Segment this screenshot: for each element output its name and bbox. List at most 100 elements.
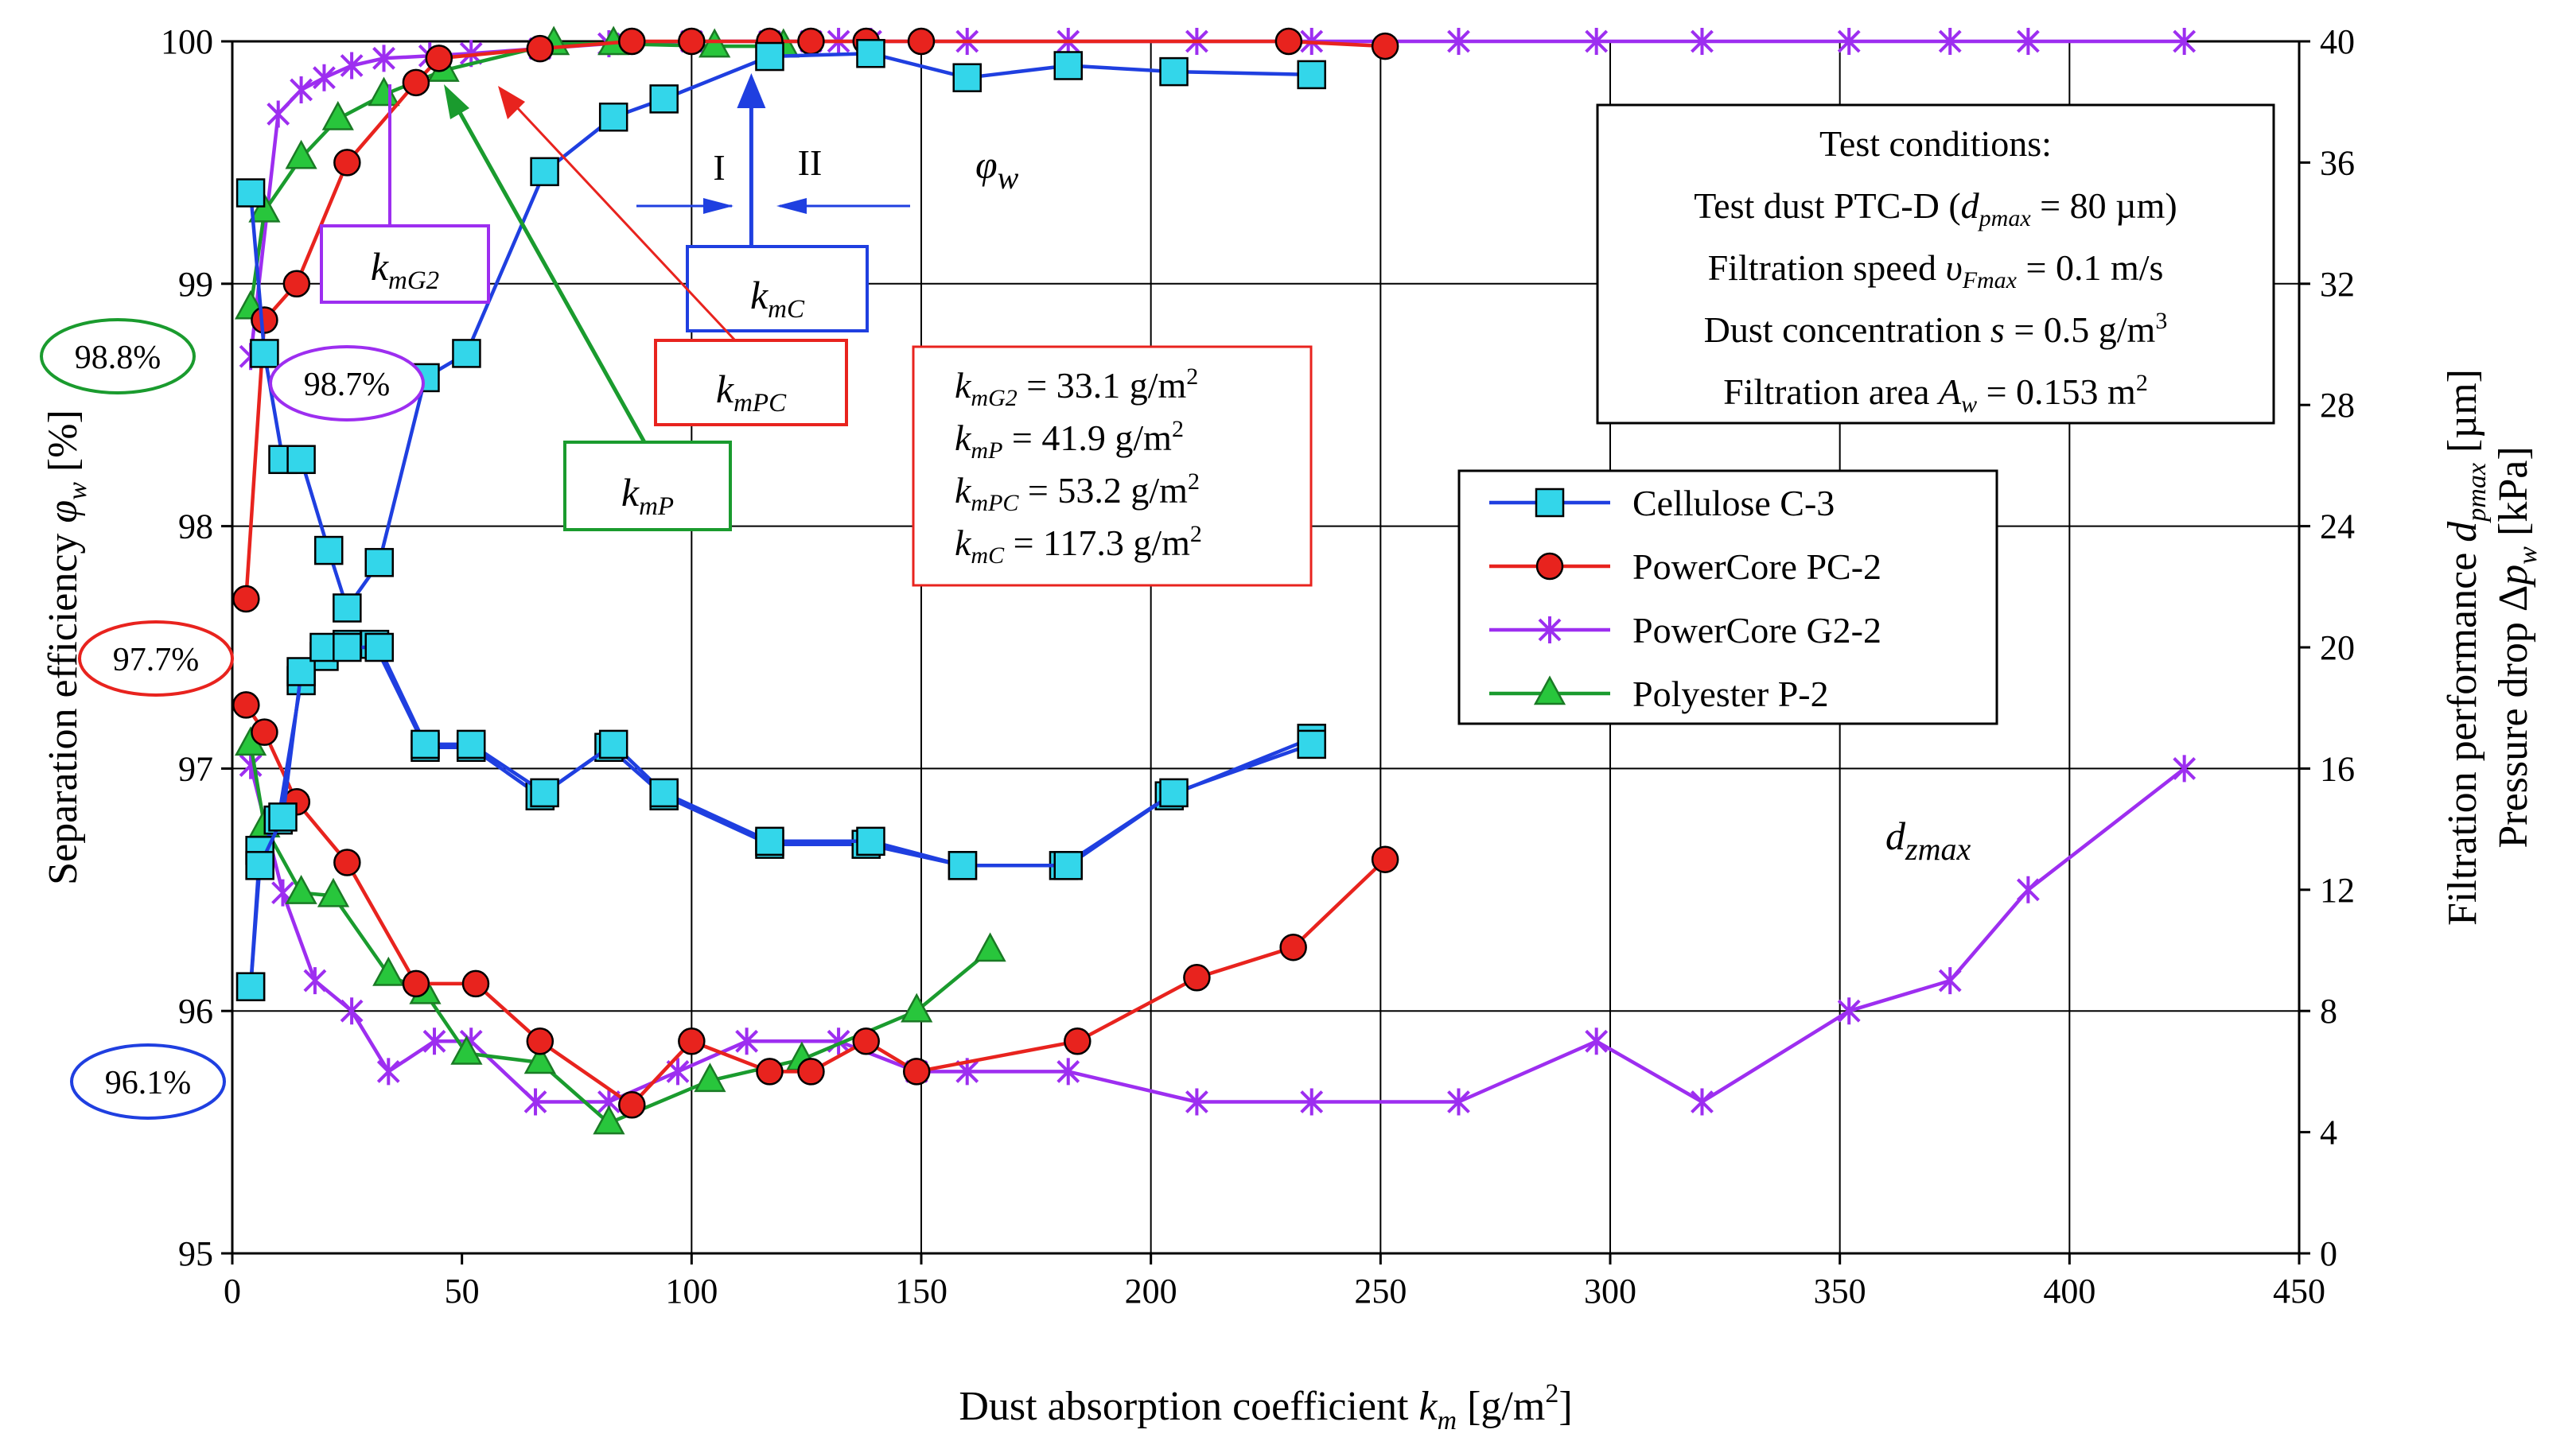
y-left-tick-label: 100 — [161, 22, 213, 61]
region-2-label: II — [798, 142, 823, 183]
data-point — [286, 445, 316, 475]
data-point — [1585, 28, 1609, 55]
data-point — [735, 1028, 759, 1055]
data-point — [526, 34, 555, 63]
y-left-tick-label: 97 — [178, 749, 213, 788]
y-right-axis-title-1-unit: [µm] — [2440, 369, 2485, 463]
data-point — [285, 874, 317, 904]
data-point — [411, 729, 440, 759]
y-right-axis-title-1: Filtration performance dpmax [µm] — [2440, 369, 2492, 926]
y-right-axis-title-1-var: d — [2440, 521, 2485, 542]
data-point — [303, 967, 327, 995]
y-right-axis-title-2-unit: [kPa] — [2491, 446, 2536, 546]
region-arrow-right-head — [776, 198, 807, 214]
legend-item: Polyester P-2 — [1489, 674, 1829, 714]
conditions-line2: Filtration speed υFmax = 0.1 m/s — [1708, 247, 2164, 293]
kmC-arrow-head — [737, 73, 766, 108]
data-point — [1837, 997, 1861, 1025]
phi-w-label-var: φ — [975, 142, 998, 187]
data-point — [290, 76, 313, 103]
data-point — [456, 729, 486, 759]
data-point — [313, 64, 336, 91]
phi-w-label-sub: w — [998, 160, 1019, 196]
data-point — [402, 969, 430, 998]
data-point — [333, 149, 361, 177]
y-right-tick-label: 32 — [2320, 265, 2355, 304]
series-2-pressure — [239, 752, 2197, 1116]
data-point — [250, 339, 279, 368]
pct-988-label: 98.8% — [75, 340, 161, 376]
data-point — [232, 691, 260, 719]
region-arrow-left-head — [703, 198, 733, 214]
data-point — [678, 1028, 706, 1055]
kmG2-label-sub: mG2 — [388, 266, 439, 295]
kmP-label-var: k — [621, 470, 640, 515]
conditions-line1-sub: pmax — [1978, 205, 2032, 231]
series-line — [248, 765, 2186, 1104]
data-point — [235, 178, 266, 208]
values-box-line: kmG2 = 33.1 g/m2 — [955, 363, 1198, 411]
pct-961-ellipse — [70, 1043, 226, 1120]
legend-marker — [1535, 488, 1565, 518]
data-point — [376, 1058, 400, 1086]
legend-marker — [1535, 552, 1564, 581]
data-point — [450, 1035, 483, 1065]
data-point — [248, 192, 281, 223]
y-left-axis-title-var: φ — [41, 500, 86, 523]
data-point — [593, 1105, 625, 1135]
x-axis-title-main: Dust absorption coefficient — [959, 1384, 1418, 1429]
data-point — [2173, 755, 2197, 783]
data-point — [235, 972, 266, 1001]
pct-987-ellipse — [269, 345, 425, 421]
y-right-axis-title-2-sub: w — [2513, 546, 2543, 565]
kmP-leader-head — [444, 84, 469, 119]
data-point — [901, 993, 933, 1023]
data-point — [856, 826, 885, 857]
values-box-line-post: = 117.3 g/m — [1004, 522, 1190, 563]
data-point — [618, 1091, 646, 1119]
x-axis-title-unit: [g/m — [1457, 1384, 1545, 1429]
data-point — [1279, 933, 1307, 961]
y-right-axis-title-2: Pressure drop Δpw [kPa] — [2491, 446, 2543, 848]
x-tick-label: 200 — [1125, 1272, 1177, 1311]
data-point — [902, 1058, 931, 1086]
data-point — [523, 1088, 547, 1116]
conditions-box — [1596, 103, 2275, 425]
dzmax-label-var: d — [1885, 814, 1906, 858]
x-tick-label: 150 — [895, 1272, 948, 1311]
x-tick-label: 450 — [2273, 1272, 2325, 1311]
data-point — [618, 27, 646, 56]
y-left-tick-label: 96 — [178, 992, 213, 1031]
conditions-line1-var: d — [1961, 185, 1980, 226]
conditions-line4-sub: w — [1961, 391, 1977, 418]
data-point — [286, 657, 316, 686]
x-tick-label: 350 — [1814, 1272, 1866, 1311]
data-point — [1691, 1088, 1714, 1116]
y-left-axis-title: Separation efficiency φw [%] — [41, 410, 92, 885]
data-point — [364, 632, 394, 662]
conditions-line3-var: s — [1990, 309, 2005, 350]
conditions-line2-var: υ — [1946, 247, 1963, 288]
data-point — [372, 45, 395, 72]
legend-marker — [1533, 675, 1566, 705]
conditions-line3-pre: Dust concentration — [1704, 309, 1990, 350]
phi-w-label: φw — [975, 142, 1019, 196]
y-right-tick-label: 28 — [2320, 386, 2355, 425]
y-right-axis-title-2-var: p — [2491, 565, 2536, 589]
legend-label: PowerCore G2-2 — [1632, 610, 1881, 651]
kmC-label-var: k — [750, 273, 769, 317]
data-point — [694, 1062, 726, 1093]
conditions-line1-pre: Test dust PTC-D ( — [1694, 185, 1960, 226]
data-point — [333, 849, 361, 876]
data-point — [452, 339, 481, 368]
data-point — [2173, 28, 2197, 55]
data-point — [755, 826, 784, 857]
data-point — [425, 45, 453, 72]
data-point — [797, 27, 825, 56]
values-box-line-post: = 53.2 g/m — [1018, 470, 1188, 511]
kmPC-label: kmPC — [716, 367, 787, 418]
data-point — [1447, 1088, 1470, 1116]
data-point — [282, 270, 311, 298]
y-left-axis-title-main: Separation efficiency — [41, 523, 86, 885]
conditions-line3-sup: 3 — [2155, 308, 2167, 334]
